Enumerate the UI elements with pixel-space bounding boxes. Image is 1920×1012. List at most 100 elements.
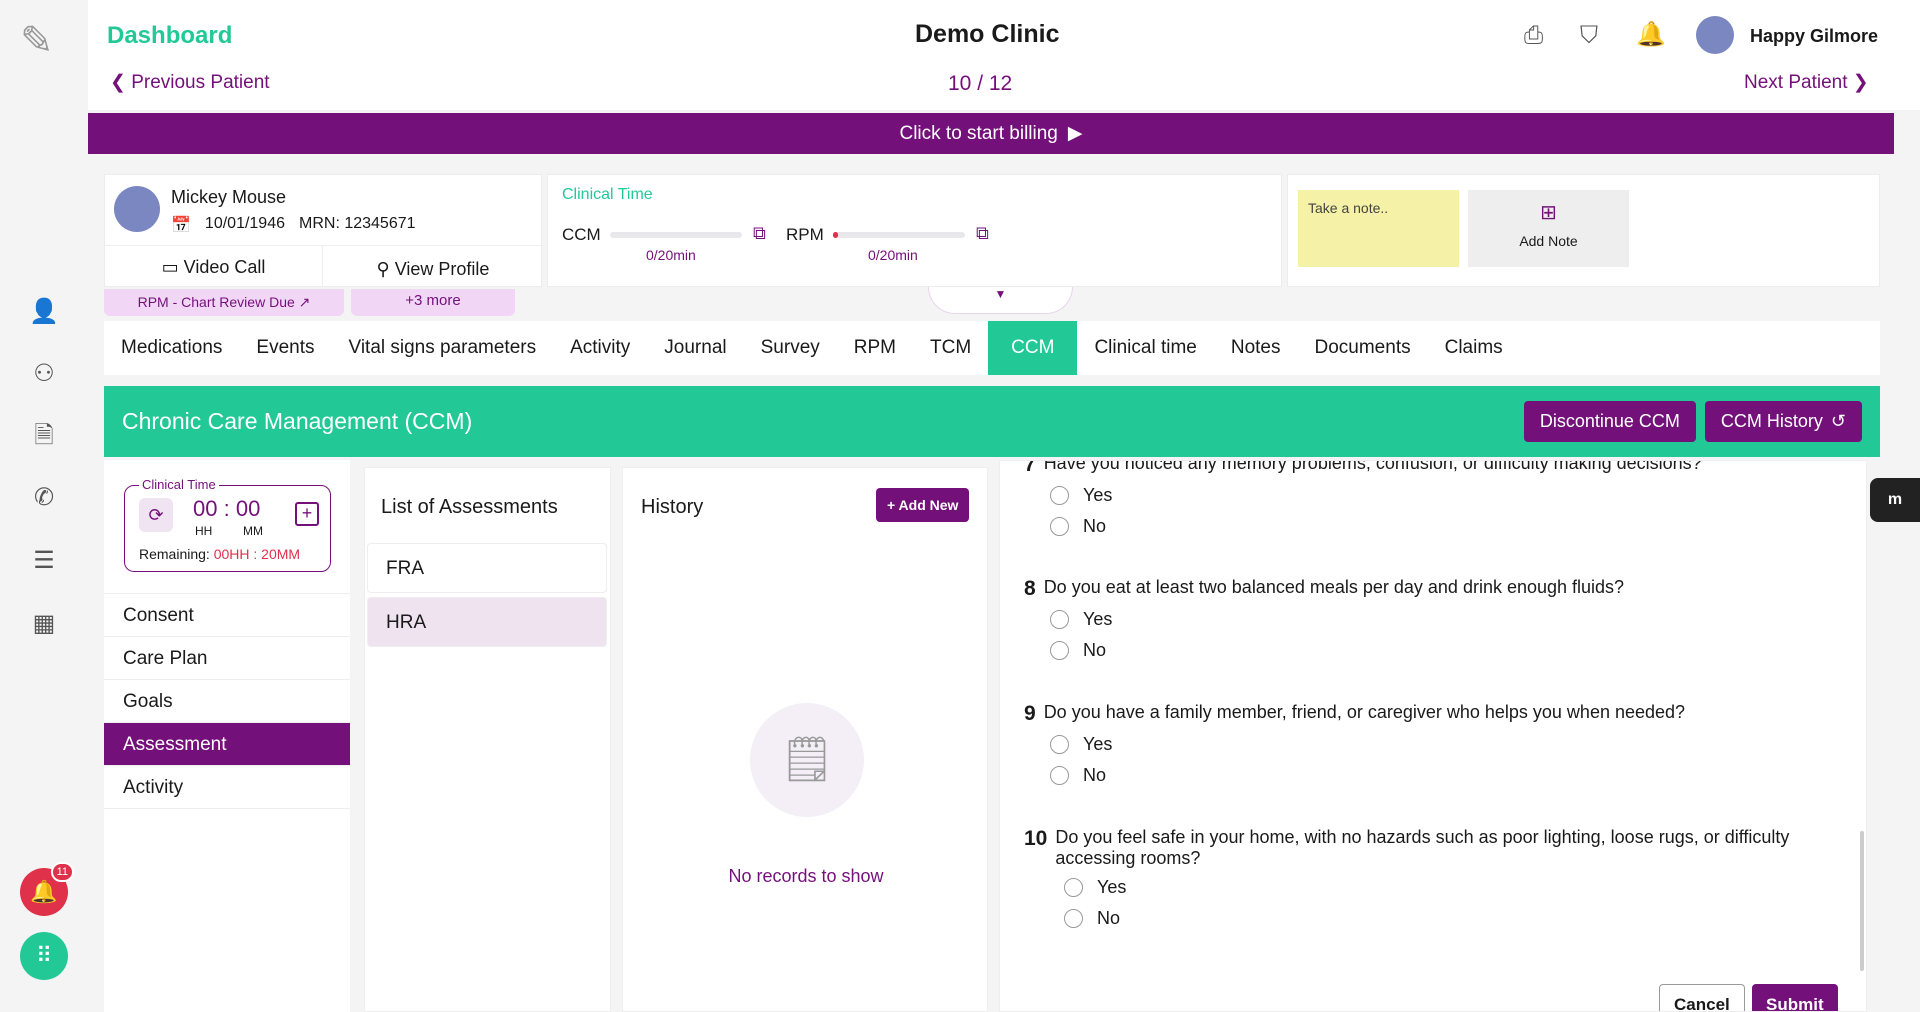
tab-notes[interactable]: Notes [1230,337,1281,358]
patient-card: Mickey Mouse 📅 10/01/1946 MRN: 12345671 ▭ … [104,174,543,287]
assessment-item[interactable]: HRA [367,597,607,647]
alarm-button[interactable]: 🔔 11 [20,862,74,916]
bell-icon[interactable]: 🔔 [1636,21,1666,48]
rpm-progress-bar [833,232,965,238]
option-yes[interactable]: Yes [1064,872,1824,903]
ccm-title: Chronic Care Management (CCM) [122,408,473,434]
option-yes[interactable]: Yes [1050,729,1824,760]
radio-button[interactable] [1050,766,1069,785]
tab-tcm[interactable]: TCM [930,337,972,358]
chevron-left-icon: ❮ [110,72,132,93]
tab-ccm[interactable]: CCM [988,321,1078,375]
question-number: 7 [1024,460,1036,476]
ccm-nav: Clinical Time ⟳ 00 : 00 HH MM + Remainin… [104,460,350,1012]
expand-toggle[interactable]: ▼ [928,287,1073,314]
submit-button[interactable]: Submit [1752,984,1838,1011]
question-text: Have you noticed any memory problems, co… [1043,460,1702,473]
clinic-name: Demo Clinic [915,20,1060,48]
empty-state-illustration: 🗒 [750,703,864,817]
remaining-label: Remaining: [139,546,210,562]
previous-patient-link[interactable]: ❮ Previous Patient [110,72,270,93]
tab-clinical-time[interactable]: Clinical time [1094,337,1197,358]
tab-survey[interactable]: Survey [760,337,820,358]
tab-events[interactable]: Events [256,337,315,358]
calendar-icon: 📅 [171,217,191,234]
add-time-button[interactable]: + [295,502,319,526]
tab-claims[interactable]: Claims [1444,337,1503,358]
tab-journal[interactable]: Journal [664,337,727,358]
nav-item-assessment[interactable]: Assessment [104,723,350,766]
timer-hours: 00 [193,496,218,521]
question-9: 9 Do you have a family member, friend, or… [1024,702,1824,791]
user-name[interactable]: Happy Gilmore [1750,26,1879,46]
option-no[interactable]: No [1050,635,1824,666]
questionnaire-panel: 7 Have you noticed any memory problems, c… [999,460,1867,1012]
ccm-open-icon[interactable]: ⧉ [753,223,766,243]
assessment-item[interactable]: FRA [367,543,607,593]
hh-label: HH [195,524,213,538]
option-yes[interactable]: Yes [1050,480,1824,511]
nav-item-goals[interactable]: Goals [104,680,350,723]
more-tags-button[interactable]: +3 more [351,289,515,316]
tab-documents[interactable]: Documents [1314,337,1411,358]
avatar[interactable] [1696,16,1734,54]
next-patient-link[interactable]: Next Patient ❯ [1744,72,1869,93]
ccm-label: CCM [562,225,601,244]
tab-medications[interactable]: Medications [121,337,223,358]
scrollbar[interactable] [1860,831,1864,971]
add-note-button[interactable]: ⊞ Add Note [1468,190,1629,267]
video-call-button[interactable]: ▭ Video Call [105,245,323,287]
list-icon[interactable]: ☰ [33,547,55,574]
billing-clock-icon[interactable]: ⟳ [139,498,173,532]
option-no[interactable]: No [1050,511,1824,542]
ccm-history-button[interactable]: CCM History ↺ [1704,401,1862,442]
view-profile-button[interactable]: ⚲ View Profile [323,245,543,287]
radio-button[interactable] [1050,641,1069,660]
clinical-time-title: Clinical Time [562,186,653,203]
care-team-icon[interactable]: ⚇ [33,360,55,387]
option-no[interactable]: No [1050,760,1824,791]
billing-doc-icon[interactable]: 🗎 [34,422,54,449]
assessments-title: List of Assessments [381,496,558,518]
note-input[interactable]: Take a note.. [1298,190,1459,267]
patient-dob: 10/01/1946 [204,215,285,232]
tab-rpm[interactable]: RPM [853,337,896,358]
calendar-icon[interactable]: ▦ [32,610,56,637]
shield-icon[interactable]: ⛉ [1580,22,1598,49]
start-billing-bar[interactable]: Click to start billing ▶ [88,113,1894,154]
sidebar: ✎ 👤 ⚇ 🗎 ✆ ☰ ▦ 🔔 11 ⠿ [0,0,88,1012]
radio-button[interactable] [1050,486,1069,505]
notes-card: Take a note.. ⊞ Add Note [1287,174,1880,287]
radio-button[interactable] [1050,735,1069,754]
tab-vital-signs-parameters[interactable]: Vital signs parameters [348,337,537,358]
apps-grid-button[interactable]: ⠿ [20,932,68,980]
nav-item-care-plan[interactable]: Care Plan [104,637,350,680]
phone-icon[interactable]: ✆ [33,484,55,511]
logo-icon: ✎ [20,19,54,63]
print-icon[interactable]: ⎙ [1524,22,1544,49]
user-icon[interactable]: 👤 [29,298,59,325]
add-new-button[interactable]: + Add New [876,488,970,522]
radio-button[interactable] [1050,610,1069,629]
tab-activity[interactable]: Activity [570,337,631,358]
radio-button[interactable] [1064,878,1083,897]
rpm-open-icon[interactable]: ⧉ [976,223,989,243]
ccm-header: Chronic Care Management (CCM) Discontinu… [104,386,1880,457]
nav-item-activity[interactable]: Activity [104,766,350,809]
question-7: 7 Have you noticed any memory problems, c… [1024,460,1824,542]
mm-label: MM [243,524,263,538]
radio-button[interactable] [1064,909,1083,928]
radio-button[interactable] [1050,517,1069,536]
nav-item-consent[interactable]: Consent [104,594,350,637]
cancel-button[interactable]: Cancel [1659,984,1745,1011]
chevron-right-icon: ❯ [1847,72,1869,93]
option-yes[interactable]: Yes [1050,604,1824,635]
option-label: No [1083,765,1107,785]
remaining-value: 00HH : 20MM [213,546,301,562]
question-text: Do you feel safe in your home, with no h… [1055,827,1790,868]
discontinue-ccm-button[interactable]: Discontinue CCM [1523,401,1696,442]
option-no[interactable]: No [1064,903,1824,934]
alert-tag[interactable]: RPM - Chart Review Due ↗ [104,289,344,316]
floating-widget-button[interactable]: m [1870,478,1920,522]
question-10: 10 Do you feel safe in your home, with no… [1024,827,1824,934]
